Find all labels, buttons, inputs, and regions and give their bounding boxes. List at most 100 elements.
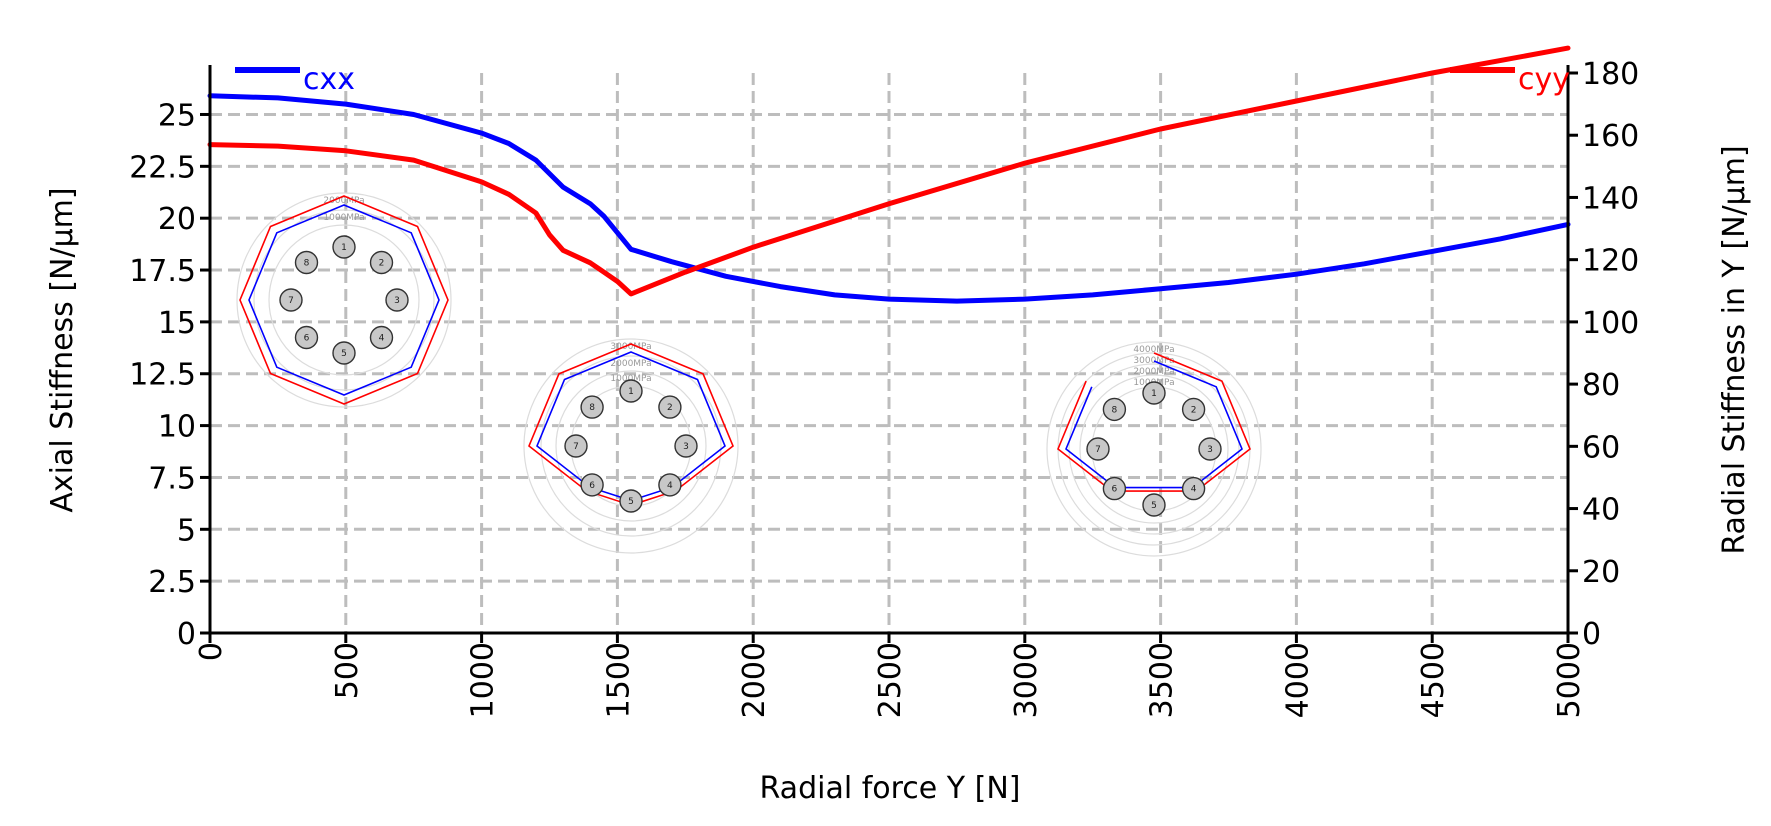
bearing-ball-number: 7 bbox=[1095, 445, 1101, 455]
bearing-ball bbox=[619, 379, 643, 403]
bearing-ball bbox=[658, 473, 682, 497]
x-tick-label: 5000 bbox=[1552, 642, 1587, 718]
x-tick-label: 3000 bbox=[1009, 642, 1044, 718]
y-right-tick-label: 140 bbox=[1582, 181, 1639, 216]
bearing-ball bbox=[580, 473, 604, 497]
x-tick-label: 1000 bbox=[466, 642, 501, 718]
y-axis-right-label: Radial Stiffness in Y [N/µm] bbox=[1717, 145, 1752, 554]
series-layer bbox=[207, 45, 1571, 304]
bearing-ball bbox=[1181, 397, 1206, 422]
pressure-ring bbox=[1068, 363, 1240, 535]
bearing-ball-number: 5 bbox=[1151, 501, 1157, 511]
bearing-ball bbox=[1198, 437, 1222, 461]
y-left-tick-label: 7.5 bbox=[148, 461, 196, 496]
inset-load-blue bbox=[248, 204, 440, 396]
x-tick-label: 1500 bbox=[601, 642, 636, 718]
bearing-ball-number: 7 bbox=[573, 442, 579, 452]
y-right-tick-label: 120 bbox=[1582, 244, 1639, 279]
bearing-load-diagram: 3000MPa 2000MPa 1000MPa 1 2 3 4 5 6 7 8 bbox=[523, 338, 739, 554]
y-right-tick-label: 60 bbox=[1582, 430, 1620, 465]
bearing-ball bbox=[332, 341, 356, 365]
bearing-ball-number: 5 bbox=[341, 349, 347, 359]
x-tick-label: 500 bbox=[330, 642, 365, 699]
pressure-ring bbox=[253, 209, 435, 391]
bearing-ball bbox=[369, 325, 394, 350]
bearing-ball bbox=[1181, 476, 1206, 501]
y-left-tick-label: 17.5 bbox=[129, 254, 196, 289]
bearing-ball-number: 8 bbox=[304, 259, 310, 269]
x-tick-label: 4000 bbox=[1280, 642, 1315, 718]
y-left-tick-label: 5 bbox=[177, 513, 196, 548]
bearing-ball-number: 6 bbox=[589, 481, 595, 491]
bearing-ball-number: 2 bbox=[667, 403, 673, 413]
inset-load-red bbox=[239, 195, 449, 405]
bearing-ball-number: 4 bbox=[379, 334, 385, 344]
bearing-ball bbox=[580, 395, 604, 419]
pressure-ring bbox=[236, 192, 452, 408]
y-right-tick-label: 160 bbox=[1582, 119, 1639, 154]
bearing-ball bbox=[294, 250, 319, 275]
grid-layer bbox=[210, 73, 1568, 633]
bearing-ball bbox=[1102, 476, 1127, 501]
y-left-tick-label: 12.5 bbox=[129, 358, 196, 393]
pressure-ring-label: 2000MPa bbox=[1133, 367, 1174, 377]
x-tick-label: 2000 bbox=[737, 642, 772, 718]
bearing-ball-number: 6 bbox=[1112, 485, 1118, 495]
pressure-ring bbox=[555, 370, 707, 522]
bearing-ball bbox=[564, 434, 588, 458]
bearing-ball-number: 8 bbox=[589, 403, 595, 413]
bearing-ball-number: 1 bbox=[628, 387, 634, 397]
bearing-ball-number: 3 bbox=[1207, 445, 1213, 455]
bearing-ball bbox=[674, 434, 698, 458]
x-tick-label: 0 bbox=[194, 642, 229, 661]
bearing-ball-number: 3 bbox=[683, 442, 689, 452]
y-right-tick-label: 20 bbox=[1582, 555, 1620, 590]
pressure-ring bbox=[268, 224, 420, 376]
bearing-ball bbox=[658, 395, 682, 419]
bearing-load-diagram: 2000MPa 1000MPa 1 2 3 4 5 6 7 8 bbox=[236, 192, 452, 408]
y-left-tick-label: 25 bbox=[158, 98, 196, 133]
y-left-tick-label: 10 bbox=[158, 410, 196, 445]
y-right-tick-label: 40 bbox=[1582, 493, 1620, 528]
bearing-ball bbox=[385, 288, 409, 312]
inset-layer: 2000MPa 1000MPa 1 2 3 4 5 6 7 8 3000MPa 2000MPa 1000… bbox=[236, 192, 1262, 557]
bearing-ball bbox=[1142, 381, 1166, 405]
y-left-tick-label: 0 bbox=[177, 617, 196, 652]
bearing-ball bbox=[279, 288, 303, 312]
pressure-ring-label: 4000MPa bbox=[1133, 345, 1174, 355]
bearing-ball-number: 4 bbox=[1191, 485, 1197, 495]
y-axis-left-label: Axial Stiffness [N/µm] bbox=[45, 187, 80, 512]
bearing-ball-number: 2 bbox=[379, 259, 385, 269]
bearing-ball-number: 2 bbox=[1191, 405, 1197, 415]
series-line-cyy bbox=[207, 45, 1571, 297]
pressure-ring-label: 3000MPa bbox=[610, 342, 651, 352]
bearing-ball-number: 4 bbox=[667, 481, 673, 491]
y-left-tick-label: 15 bbox=[158, 306, 196, 341]
pressure-ring bbox=[540, 355, 722, 537]
bearing-ball-number: 5 bbox=[628, 497, 634, 507]
bearing-ball bbox=[369, 250, 394, 275]
pressure-ring bbox=[523, 338, 739, 554]
bearing-ball-number: 8 bbox=[1112, 405, 1118, 415]
pressure-ring-label: 1000MPa bbox=[610, 374, 651, 384]
y-right-tick-label: 80 bbox=[1582, 368, 1620, 403]
bearing-ball-number: 6 bbox=[304, 334, 310, 344]
bearing-ball-number: 1 bbox=[1151, 389, 1157, 399]
x-tick-label: 2500 bbox=[873, 642, 908, 718]
pressure-ring bbox=[1046, 341, 1262, 557]
y-left-tick-label: 22.5 bbox=[129, 150, 196, 185]
bearing-ball bbox=[294, 325, 319, 350]
series-line-cxx bbox=[207, 93, 1571, 304]
legend: cxx cyy bbox=[235, 62, 1570, 97]
y-left-tick-label: 2.5 bbox=[148, 565, 196, 600]
y-left-tick-label: 20 bbox=[158, 202, 196, 237]
bearing-ball-number: 3 bbox=[394, 296, 400, 306]
pressure-ring bbox=[1079, 374, 1229, 524]
pressure-ring-label: 1000MPa bbox=[323, 213, 364, 223]
bearing-ball bbox=[1102, 397, 1127, 422]
legend-label-cyy: cyy bbox=[1518, 62, 1570, 97]
bearing-ball-number: 7 bbox=[288, 296, 294, 306]
x-axis-label: Radial force Y [N] bbox=[760, 771, 1021, 806]
x-tick-label: 4500 bbox=[1416, 642, 1451, 718]
